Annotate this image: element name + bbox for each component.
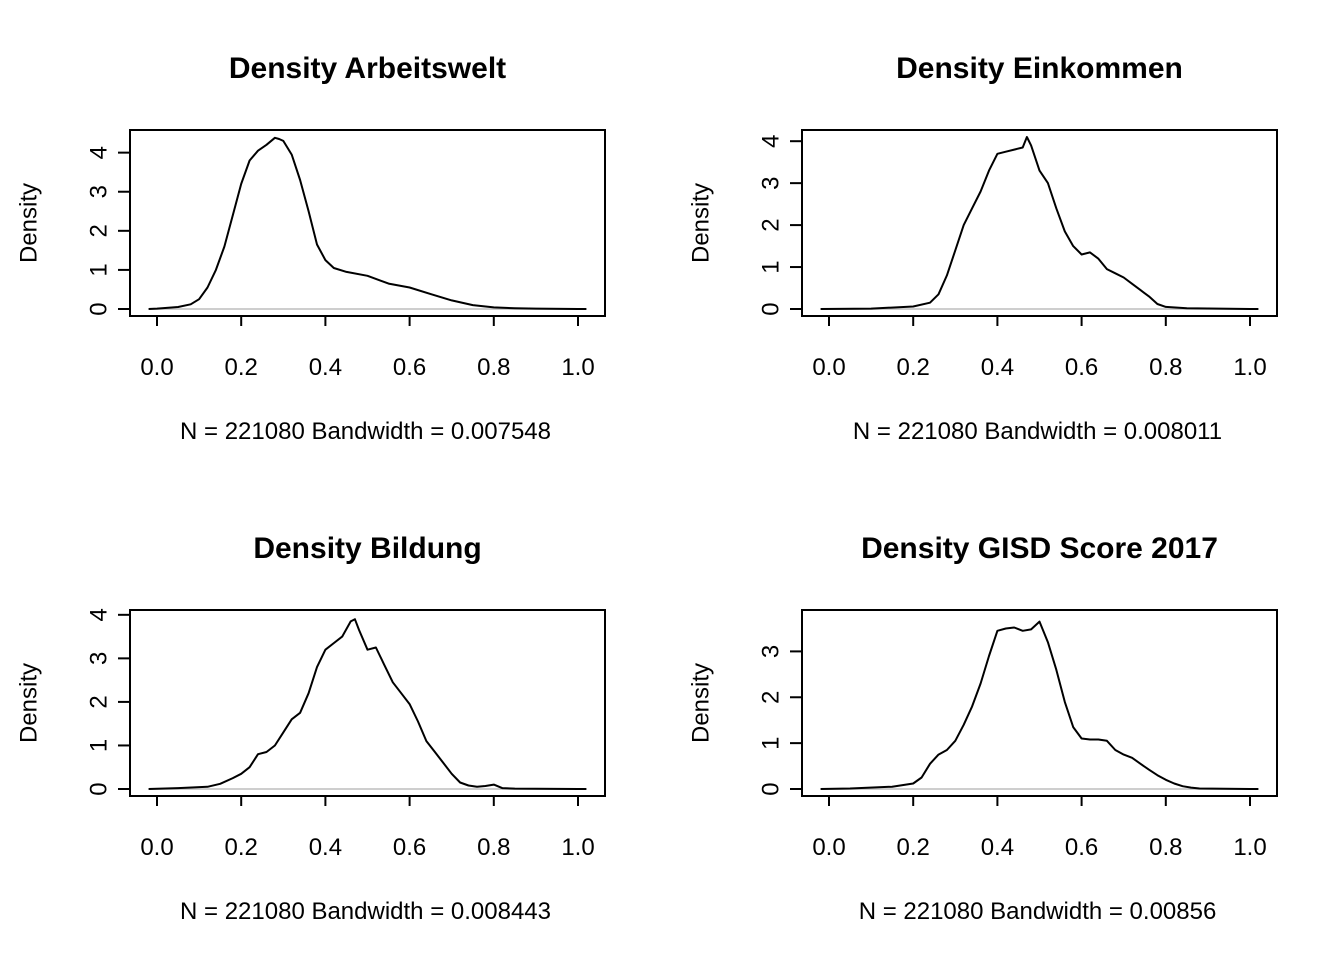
x-tick-label: 0.4 (309, 354, 342, 381)
x-tick-label: 0.8 (477, 834, 510, 861)
chart-title: Density Bildung (253, 532, 481, 565)
density-line (148, 618, 587, 790)
y-tick-label: 3 (85, 185, 112, 198)
x-tick-label: 0.6 (1065, 834, 1098, 861)
x-axis-label: N = 221080 Bandwidth = 0.008443 (180, 898, 551, 925)
x-tick-label: 1.0 (561, 354, 594, 381)
x-tick-label: 0.0 (812, 834, 845, 861)
y-tick-label: 3 (757, 645, 784, 658)
plot-frame (801, 129, 1278, 317)
density-line (820, 620, 1259, 790)
density-line (148, 136, 587, 310)
y-tick-label: 3 (757, 176, 784, 189)
x-tick-label: 0.8 (477, 354, 510, 381)
y-tick-label: 0 (757, 782, 784, 795)
x-tick-label: 0.0 (140, 354, 173, 381)
y-tick-label: 0 (757, 302, 784, 315)
y-tick-label: 2 (757, 691, 784, 704)
x-tick-label: 0.2 (897, 354, 930, 381)
x-tick-label: 0.4 (981, 354, 1014, 381)
x-axis-label: N = 221080 Bandwidth = 0.008011 (853, 418, 1222, 445)
x-axis-label: N = 221080 Bandwidth = 0.00856 (859, 898, 1217, 925)
y-tick-label: 2 (85, 224, 112, 237)
plot-frame (129, 129, 606, 317)
x-tick-label: 0.4 (981, 834, 1014, 861)
x-tick-label: 0.0 (140, 834, 173, 861)
y-tick-label: 2 (757, 218, 784, 231)
y-tick-label: 4 (85, 608, 112, 621)
x-tick-label: 0.2 (225, 354, 258, 381)
y-tick-label: 4 (85, 146, 112, 159)
x-tick-label: 0.8 (1149, 834, 1182, 861)
x-tick-label: 0.4 (309, 834, 342, 861)
y-tick-label: 1 (757, 736, 784, 749)
x-tick-label: 0.8 (1149, 354, 1182, 381)
chart-title: Density Arbeitswelt (229, 52, 506, 85)
y-tick-label: 1 (757, 260, 784, 273)
y-axis-label: Density (687, 663, 714, 743)
x-tick-label: 1.0 (1233, 834, 1266, 861)
plot-frame (801, 609, 1278, 797)
density-line (820, 136, 1259, 310)
y-tick-label: 0 (85, 782, 112, 795)
y-axis-label: Density (15, 663, 42, 743)
x-tick-label: 1.0 (561, 834, 594, 861)
x-tick-label: 0.2 (225, 834, 258, 861)
chart-title: Density GISD Score 2017 (861, 532, 1218, 565)
plot-frame (129, 609, 606, 797)
y-tick-label: 1 (85, 739, 112, 752)
x-tick-label: 1.0 (1233, 354, 1266, 381)
chart-title: Density Einkommen (896, 52, 1183, 85)
y-tick-label: 1 (85, 263, 112, 276)
y-tick-label: 2 (85, 695, 112, 708)
x-tick-label: 0.2 (897, 834, 930, 861)
x-tick-label: 0.6 (1065, 354, 1098, 381)
x-axis-label: N = 221080 Bandwidth = 0.007548 (180, 418, 551, 445)
x-tick-label: 0.6 (393, 354, 426, 381)
y-tick-label: 0 (85, 302, 112, 315)
x-tick-label: 0.0 (812, 354, 845, 381)
y-axis-label: Density (687, 183, 714, 263)
x-tick-label: 0.6 (393, 834, 426, 861)
y-tick-label: 3 (85, 652, 112, 665)
y-axis-label: Density (15, 183, 42, 263)
y-tick-label: 4 (757, 135, 784, 148)
